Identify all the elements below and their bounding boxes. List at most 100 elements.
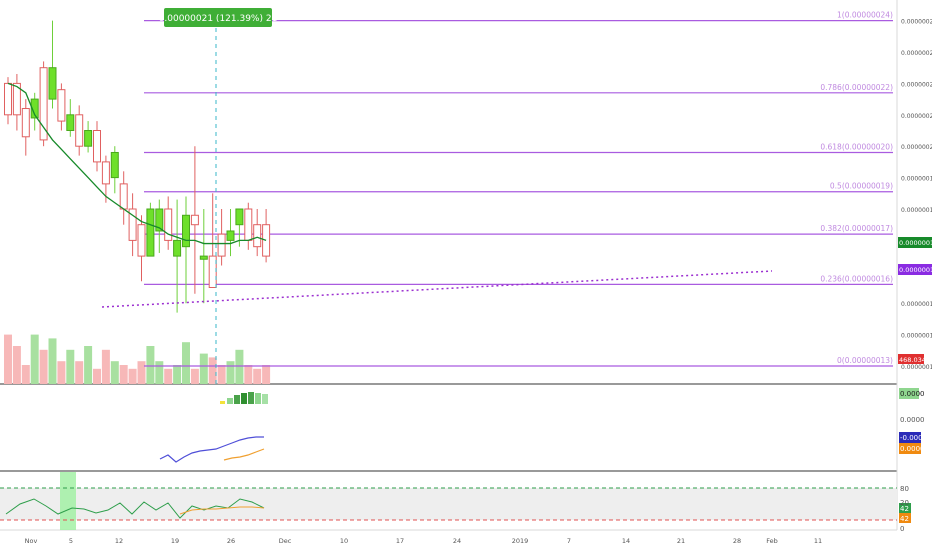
volume-bar: [235, 349, 244, 384]
rsi-tag1: 42: [900, 505, 909, 513]
volume-bar: [217, 365, 226, 384]
fib-level-label: 1(0.00000024): [837, 11, 893, 20]
candle-body: [208, 255, 217, 289]
time-tick-label: 5: [69, 537, 73, 545]
volume-bar: [226, 361, 235, 384]
candle-body: [57, 89, 66, 122]
candle-body: [253, 224, 262, 248]
candle-body: [199, 255, 208, 260]
candle-body: [137, 224, 146, 257]
volume-bar: [12, 346, 21, 384]
fib-level-label: 0.5(0.00000019): [830, 182, 893, 191]
rsi-tag2-box: [899, 513, 911, 523]
volume-bar: [48, 338, 57, 384]
macd-line: [159, 436, 264, 463]
rsi-highlight: [60, 472, 76, 530]
time-tick-label: 28: [733, 537, 741, 545]
macd-tag3-box: [899, 443, 921, 454]
price-tick-label: 0.00000015: [901, 301, 932, 308]
volume-bar: [173, 365, 182, 384]
candle-body: [12, 82, 21, 116]
volume-bar: [128, 368, 137, 384]
price-tick-label: 0.00000021: [901, 113, 932, 120]
rsi-tag1-box: [899, 503, 911, 513]
fib-level-label: 0(0.00000013): [837, 356, 893, 365]
time-tick-label: 10: [340, 537, 348, 545]
price-tick-label: 0.00000024: [901, 19, 932, 26]
volume-bar: [190, 368, 199, 384]
time-tick-label: Dec: [279, 537, 292, 545]
ma-layer: [7, 82, 267, 245]
time-tick-label: 24: [453, 537, 461, 545]
volume-bar: [199, 353, 208, 384]
measure-label: 0.00000021 (121.39%) 21: [159, 14, 278, 24]
measure-label-box[interactable]: [164, 8, 272, 27]
volume-bar: [244, 365, 253, 384]
time-tick-label: 2019: [512, 537, 529, 545]
last-price-tag-box: [898, 237, 932, 248]
rsi-tick-0: 0: [900, 525, 904, 533]
time-tick-label: 19: [171, 537, 179, 545]
volume-bar: [93, 368, 101, 384]
macd-tag2: -0.0000: [900, 434, 927, 442]
volume-bar: [182, 342, 190, 384]
rsi-tick-20: 20: [900, 499, 909, 507]
volume-bar: [146, 346, 155, 384]
ma-price-tag: 0.00000016: [899, 266, 932, 274]
macd-tag1: 0.0000: [900, 390, 925, 398]
moving-average-line: [7, 82, 267, 245]
volume-bar: [101, 349, 110, 384]
macd-tag1-box: [899, 388, 919, 399]
candles-layer: [4, 20, 271, 313]
volume-tag: 468.034: [899, 356, 926, 364]
price-tick-label: 0.00000020: [901, 144, 932, 151]
candle-body: [119, 183, 128, 210]
time-tick-label: 17: [396, 537, 404, 545]
candle-body: [84, 130, 93, 147]
volume-bar: [253, 368, 262, 384]
rsi-tick-80: 80: [900, 485, 909, 493]
fib-level-label: 0.786(0.00000022): [820, 83, 893, 92]
volume-bar: [4, 334, 12, 384]
candle-body: [164, 208, 173, 241]
candle-body: [226, 230, 235, 241]
price-tick-label: 0.00000014: [901, 333, 932, 340]
candle-body: [66, 114, 75, 132]
time-tick-label: 12: [115, 537, 123, 545]
rsi-band: [0, 488, 897, 520]
candle-body: [155, 208, 164, 232]
volume-bar: [30, 334, 39, 384]
time-tick-label: Nov: [25, 537, 38, 545]
time-tick-label: 14: [622, 537, 630, 545]
fib-level-label: 0.382(0.00000017): [820, 224, 893, 233]
macd-tick: 0.0000: [900, 416, 925, 424]
candle-body: [128, 208, 137, 241]
volume-bar: [110, 361, 119, 384]
last-price-tag: 0.00000017: [899, 239, 932, 247]
fib-level-label: 0.236(0.00000016): [820, 274, 893, 283]
volume-bar: [164, 368, 173, 384]
fib-level-label: 0.618(0.00000020): [820, 142, 893, 151]
time-tick-label: Feb: [766, 537, 778, 545]
time-tick-label: 21: [677, 537, 685, 545]
volume-bar: [262, 365, 271, 384]
candle-body: [235, 208, 244, 226]
volume-bar: [39, 349, 48, 384]
time-tick-label: 26: [227, 537, 235, 545]
price-tick-label: 0.00000019: [901, 176, 932, 183]
candle-body: [217, 233, 226, 257]
signal-line: [223, 448, 265, 461]
rsi-signal-line: [179, 506, 265, 515]
trendline[interactable]: [101, 270, 773, 308]
time-ticks-layer: Nov 5 12 19 26 Dec 10 17 24 2019 7 14 21 28 Feb 11: [25, 537, 822, 545]
candle-body: [101, 161, 110, 185]
candle-body: [30, 98, 39, 119]
fib-layer: 1(0.00000024) 0.786(0.00000022) 0.618(0.00…: [144, 11, 893, 367]
price-tick-label: 0.00000023: [901, 50, 932, 57]
price-tick-label: 0.00000022: [901, 81, 932, 88]
candle-body: [146, 208, 155, 257]
candle-body: [21, 108, 30, 138]
candle-body: [93, 130, 101, 163]
